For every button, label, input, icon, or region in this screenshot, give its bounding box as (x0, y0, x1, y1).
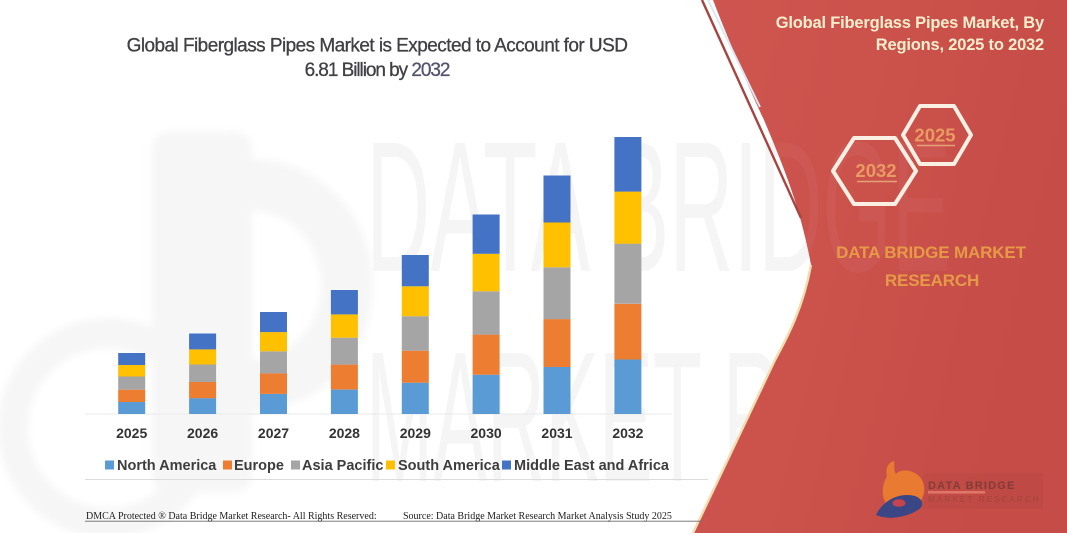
svg-text:North America: North America (117, 458, 217, 474)
svg-text:South America: South America (398, 458, 501, 474)
svg-text:Global Fiberglass Pipes Market: Global Fiberglass Pipes Market is Expect… (127, 36, 628, 57)
svg-text:DATA BRIDGE MARKET: DATA BRIDGE MARKET (836, 243, 1026, 262)
svg-text:Source: Data Bridge Market Res: Source: Data Bridge Market Research Mark… (403, 511, 672, 522)
svg-text:Europe: Europe (234, 458, 284, 474)
svg-text:2032: 2032 (612, 425, 643, 441)
svg-text:Middle East and Africa: Middle East and Africa (514, 458, 670, 474)
svg-text:2032: 2032 (855, 160, 896, 181)
svg-text:Global Fiberglass Pipes Market: Global Fiberglass Pipes Market, By (776, 14, 1045, 32)
svg-text:MARKET RESEARCH: MARKET RESEARCH (928, 495, 1041, 504)
svg-text:2026: 2026 (187, 425, 218, 441)
svg-text:2030: 2030 (471, 425, 502, 441)
svg-text:DMCA Protected ® Data Bridge M: DMCA Protected ® Data Bridge Market Rese… (86, 511, 377, 522)
svg-text:2025: 2025 (116, 425, 147, 441)
svg-text:2029: 2029 (400, 425, 431, 441)
svg-text:RESEARCH: RESEARCH (885, 271, 979, 290)
svg-text:Regions, 2025 to 2032: Regions, 2025 to 2032 (876, 36, 1044, 54)
svg-text:DATA BRIDGE: DATA BRIDGE (928, 480, 1016, 492)
svg-text:Asia Pacific: Asia Pacific (302, 458, 383, 474)
svg-text:2025: 2025 (914, 125, 955, 146)
svg-text:2028: 2028 (329, 425, 360, 441)
svg-text:2031: 2031 (541, 425, 572, 441)
svg-text:2027: 2027 (258, 425, 289, 441)
svg-text:6.81 Billion by 2032: 6.81 Billion by 2032 (305, 60, 450, 81)
